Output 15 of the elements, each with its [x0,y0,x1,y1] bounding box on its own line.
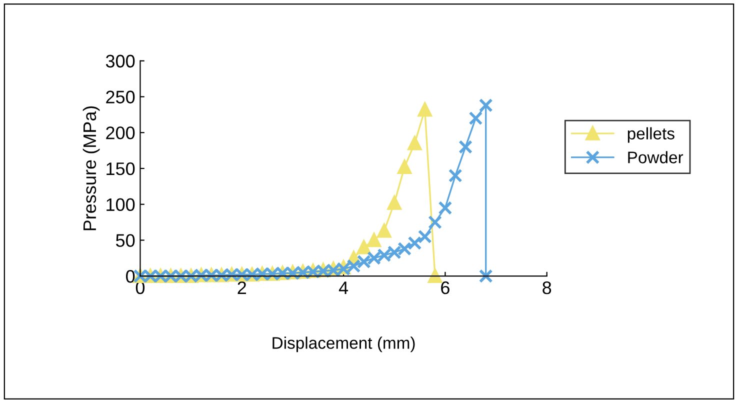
x-tick-label: 6 [441,281,450,294]
y-tick-label: 100 [106,198,135,212]
y-tick-label: 250 [106,90,135,104]
x-tick-label: 2 [238,281,246,294]
legend-label: Powder [628,151,684,164]
x-tick-label: 4 [338,282,348,294]
y-tick-label: 300 [106,54,135,68]
x-tick-label: 8 [542,281,552,294]
x-axis-title: Displacement (mm) [272,336,415,352]
legend-label: pellets [628,127,674,143]
y-tick-label: 200 [106,126,135,140]
y-axis-title: Pressure (MPa) [82,106,100,230]
y-tick-label: 150 [106,162,135,176]
y-tick-label: 0 [126,270,135,283]
y-tick-label: 50 [116,234,135,247]
